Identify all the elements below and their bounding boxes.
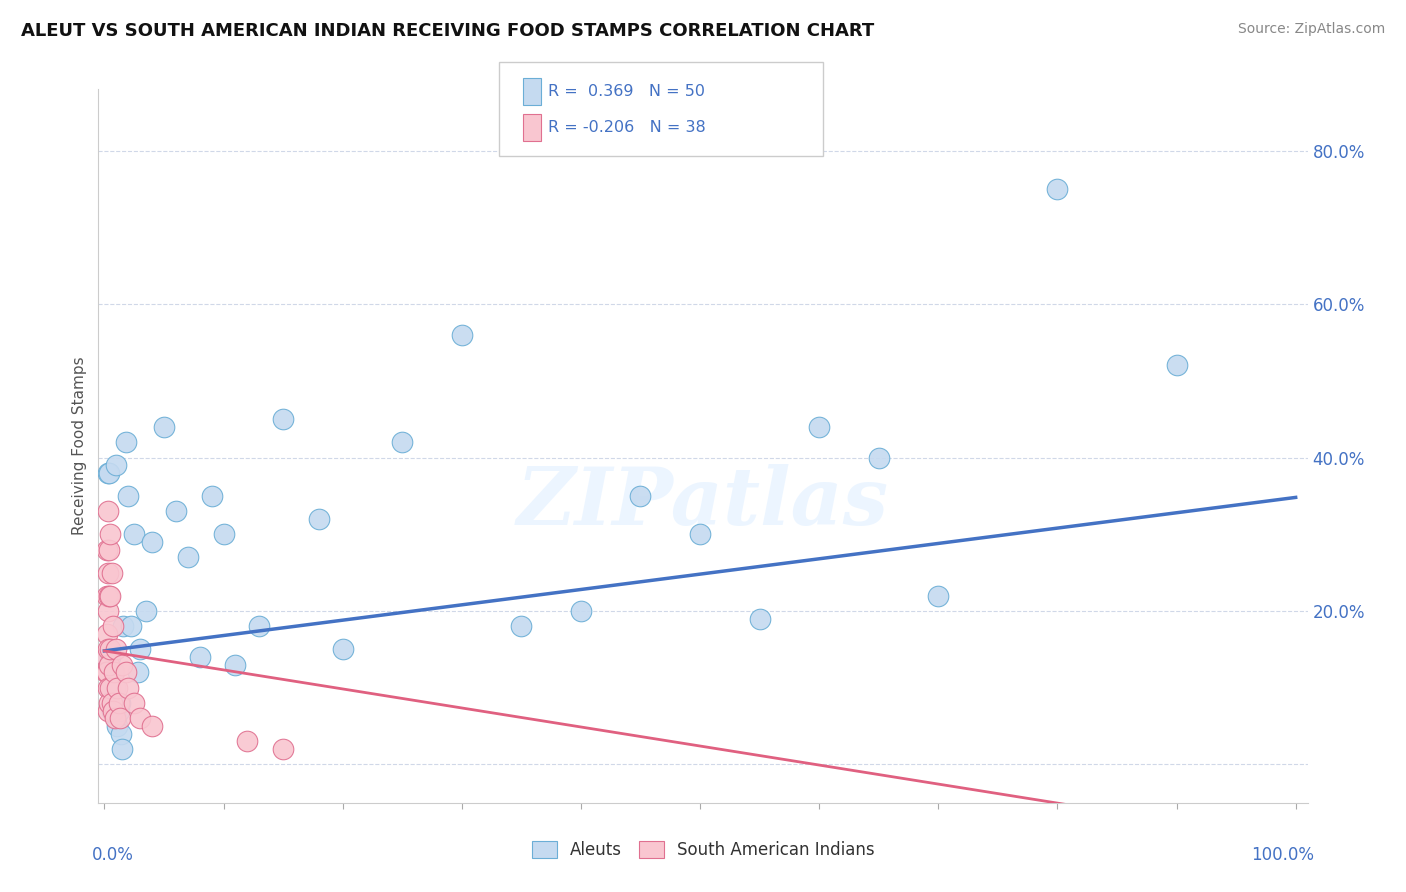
Point (98, 466, 121, 480)
Point (98, 642, 121, 657)
Point (96, 589, 118, 603)
Point (177, 550, 200, 565)
Point (98, 542, 121, 557)
Point (122, 527, 145, 541)
Point (101, 619, 124, 633)
Point (153, 419, 176, 434)
Point (97, 566, 120, 580)
Point (212, 527, 235, 541)
Point (98, 527, 121, 541)
Point (569, 604, 592, 618)
Point (271, 742, 294, 756)
Point (103, 665, 125, 680)
Point (105, 458, 128, 473)
Point (271, 412, 294, 426)
Point (114, 435, 136, 450)
Point (127, 665, 149, 680)
Point (100, 704, 122, 718)
Point (120, 619, 142, 633)
Point (630, 489, 652, 503)
Point (98, 696, 121, 710)
Point (94, 650, 117, 665)
Point (135, 604, 157, 618)
Point (1046, 182, 1069, 196)
Point (200, 489, 222, 503)
Point (98, 589, 121, 603)
Point (104, 681, 127, 695)
Point (103, 689, 125, 703)
Point (141, 719, 163, 733)
Y-axis label: Receiving Food Stamps: Receiving Food Stamps (72, 357, 87, 535)
Point (165, 504, 187, 518)
Point (129, 642, 152, 657)
Point (96, 542, 118, 557)
Point (108, 696, 131, 710)
Point (689, 527, 711, 541)
Text: Source: ZipAtlas.com: Source: ZipAtlas.com (1237, 22, 1385, 37)
Point (247, 619, 270, 633)
Point (808, 419, 831, 434)
Point (97, 642, 120, 657)
Point (236, 734, 259, 748)
Point (100, 704, 122, 718)
Point (98, 589, 121, 603)
Point (98, 657, 121, 672)
Point (224, 657, 246, 672)
Text: R =  0.369   N = 50: R = 0.369 N = 50 (548, 85, 706, 99)
Point (107, 681, 129, 695)
Point (105, 711, 128, 725)
Point (98, 681, 121, 695)
Point (97, 604, 120, 618)
Point (122, 696, 145, 710)
Point (927, 589, 949, 603)
Point (96, 665, 118, 680)
Point (117, 681, 139, 695)
Text: 100.0%: 100.0% (1250, 846, 1313, 863)
Point (748, 612, 770, 626)
Point (96, 627, 118, 641)
Point (114, 665, 136, 680)
Point (104, 711, 127, 725)
Point (129, 711, 152, 725)
Point (108, 711, 131, 725)
Point (101, 704, 124, 718)
Text: 0.0%: 0.0% (93, 846, 134, 863)
Point (510, 619, 533, 633)
Text: R = -0.206   N = 38: R = -0.206 N = 38 (548, 120, 706, 135)
Point (100, 696, 122, 710)
Point (107, 704, 129, 718)
Point (100, 566, 122, 580)
Point (98, 681, 121, 695)
Point (111, 657, 134, 672)
Point (94, 665, 117, 680)
Point (450, 327, 472, 342)
Legend: Aleuts, South American Indians: Aleuts, South American Indians (524, 834, 882, 866)
Point (98, 657, 121, 672)
Point (391, 435, 413, 450)
Point (308, 512, 330, 526)
Point (105, 642, 128, 657)
Point (97, 681, 120, 695)
Point (96, 650, 118, 665)
Text: ZIPatlas: ZIPatlas (517, 465, 889, 541)
Point (868, 450, 890, 465)
Point (97, 504, 120, 518)
Point (110, 727, 132, 741)
Point (117, 489, 139, 503)
Point (111, 742, 134, 756)
Point (107, 719, 129, 733)
Point (112, 619, 135, 633)
Point (107, 696, 129, 710)
Point (332, 642, 354, 657)
Point (101, 665, 124, 680)
Text: ALEUT VS SOUTH AMERICAN INDIAN RECEIVING FOOD STAMPS CORRELATION CHART: ALEUT VS SOUTH AMERICAN INDIAN RECEIVING… (21, 22, 875, 40)
Point (98, 650, 121, 665)
Point (97, 704, 120, 718)
Point (97, 466, 120, 480)
Point (188, 650, 211, 665)
Point (1166, 359, 1188, 373)
Point (141, 535, 163, 549)
